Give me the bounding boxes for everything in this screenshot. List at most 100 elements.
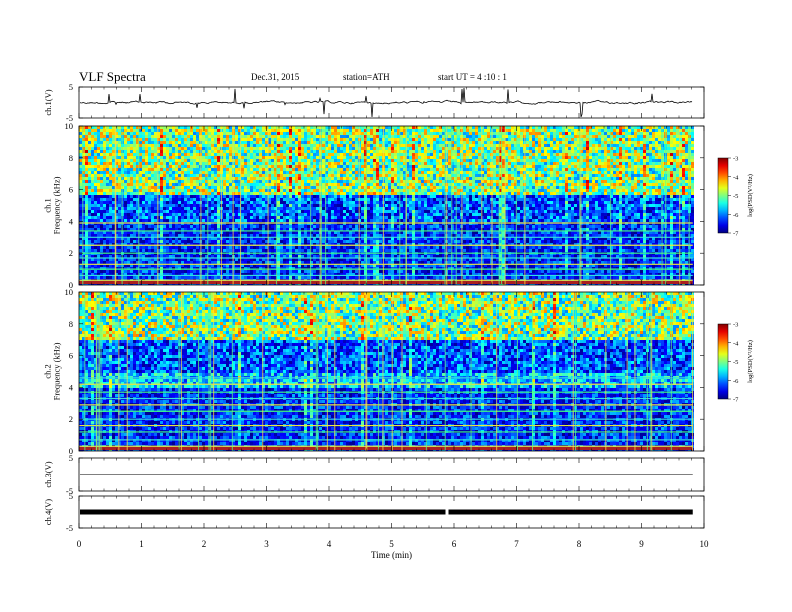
spectrogram-cell [271, 255, 274, 258]
spectrogram-cell [151, 132, 154, 135]
spectrogram-cell [202, 249, 205, 252]
spectrogram-cell [256, 249, 259, 252]
spectrogram-cell [283, 165, 286, 168]
spectrogram-cell [85, 192, 88, 195]
spectrogram-cell [100, 168, 103, 171]
spectrogram-cell [238, 261, 241, 264]
spectrogram-cell [349, 165, 352, 168]
spectrogram-cell [190, 255, 193, 258]
spectrogram-cell [349, 270, 352, 273]
spectrogram-cell [226, 171, 229, 174]
spectrogram-cell [181, 132, 184, 135]
spectrogram-cell [130, 210, 133, 213]
spectrogram-cell [298, 129, 301, 132]
spectrogram-cell [178, 192, 181, 195]
spectrogram-cell [127, 258, 130, 261]
spectrogram-cell [103, 141, 106, 144]
spectrogram-cell [196, 186, 199, 189]
spectrogram-cell [328, 228, 331, 231]
spectrogram-cell [112, 168, 115, 171]
spectrogram-cell [160, 249, 163, 252]
spectrogram-cell [328, 177, 331, 180]
spectrogram-cell [166, 144, 169, 147]
spectrogram-cell [310, 129, 313, 132]
spectrogram-cell [235, 186, 238, 189]
spectrogram-cell [187, 153, 190, 156]
spectrogram-cell [325, 129, 328, 132]
spectrogram-cell [259, 225, 262, 228]
spectrogram-cell [103, 165, 106, 168]
spectrogram-cell [340, 138, 343, 141]
spectrogram-cell [169, 273, 172, 276]
spectrogram-cell [139, 246, 142, 249]
spectrogram-cell [244, 174, 247, 177]
spectrogram-cell [337, 135, 340, 138]
spectrogram-cell [142, 234, 145, 237]
spectrogram-cell [151, 198, 154, 201]
spectrogram-cell [298, 276, 301, 279]
spectrogram-cell [298, 147, 301, 150]
spectrogram-cell [205, 177, 208, 180]
spectrogram-cell [103, 228, 106, 231]
spectrogram-cell [208, 150, 211, 153]
spectrogram-cell [334, 162, 337, 165]
spectrogram-cell [286, 219, 289, 222]
spectrogram-cell [169, 192, 172, 195]
spectrogram-cell [250, 219, 253, 222]
spectrogram-cell [313, 231, 316, 234]
spectrogram-cell [94, 240, 97, 243]
spectrogram-cell [265, 174, 268, 177]
spectrogram-cell [184, 261, 187, 264]
spectrogram-cell [247, 276, 250, 279]
spectrogram-cell [118, 225, 121, 228]
spectrogram-cell [112, 153, 115, 156]
spectrogram-cell [313, 186, 316, 189]
spectrogram-cell [274, 255, 277, 258]
spectrogram-cell [334, 132, 337, 135]
spectrogram-cell [106, 189, 109, 192]
spectrogram-cell [136, 201, 139, 204]
spectrogram-cell [256, 240, 259, 243]
spectrogram-cell [181, 270, 184, 273]
spectrogram-cell [118, 210, 121, 213]
spectrogram-cell [322, 210, 325, 213]
spectrogram-cell [262, 243, 265, 246]
spectrogram-cell [157, 168, 160, 171]
spectrogram-cell [229, 141, 232, 144]
spectrogram-cell [193, 210, 196, 213]
spectrogram-cell [145, 189, 148, 192]
spectrogram-cell [322, 276, 325, 279]
spectrogram-cell [148, 132, 151, 135]
spectrogram-cell [343, 129, 346, 132]
spectrogram-cell [205, 225, 208, 228]
spectrogram-cell [253, 228, 256, 231]
spectrogram-cell [271, 150, 274, 153]
spectrogram-cell [106, 246, 109, 249]
spectrogram-cell [325, 192, 328, 195]
spectrogram-cell [175, 180, 178, 183]
spectrogram-cell [91, 132, 94, 135]
spectrogram-cell [163, 201, 166, 204]
spectrogram-cell [166, 177, 169, 180]
spectrogram-cell [274, 210, 277, 213]
spectrogram-cell [268, 204, 271, 207]
spectrogram-cell [151, 243, 154, 246]
spectrogram-cell [133, 171, 136, 174]
spectrogram-cell [268, 177, 271, 180]
spectrogram-cell [85, 174, 88, 177]
spectrogram-cell [88, 132, 91, 135]
spectrogram-cell [217, 273, 220, 276]
spectrogram-cell [325, 264, 328, 267]
spectrogram-cell [310, 243, 313, 246]
spectrogram-cell [127, 264, 130, 267]
spectrogram-cell [118, 207, 121, 210]
spectrogram-cell [118, 258, 121, 261]
spectrogram-cell [178, 204, 181, 207]
spectrogram-cell [325, 126, 328, 129]
spectrogram-cell [262, 261, 265, 264]
spectrogram-cell [283, 156, 286, 159]
spectrogram-cell [214, 192, 217, 195]
spectrogram-cell [172, 207, 175, 210]
spectrogram-cell [235, 171, 238, 174]
spectrogram-cell [112, 162, 115, 165]
